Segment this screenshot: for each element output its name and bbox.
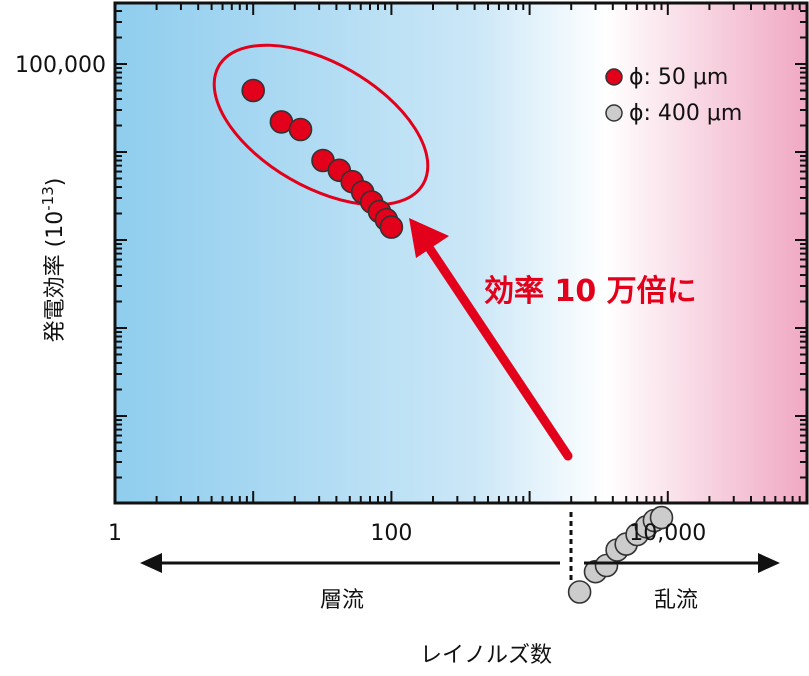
legend: ϕ: 50 μm ϕ: 400 μm	[605, 65, 742, 126]
point-50um	[241, 78, 265, 103]
legend-marker-400um	[605, 104, 623, 122]
plot-background	[115, 3, 807, 503]
legend-label-50um: ϕ: 50 μm	[629, 65, 728, 90]
highlight-ellipse	[212, 43, 430, 207]
point-400um	[649, 505, 674, 530]
series-50um	[241, 78, 404, 239]
y-axis-title: 発電効率 (10-13)	[39, 178, 68, 343]
turbulent-label: 乱流	[654, 588, 698, 613]
x-tick-label: 100	[370, 521, 412, 546]
legend-label-400um: ϕ: 400 μm	[629, 101, 742, 126]
x-tick-label: 1	[108, 521, 122, 546]
laminar-arrow	[140, 553, 560, 573]
series-400um	[567, 505, 674, 604]
turbulent-arrow	[584, 553, 780, 573]
x-axis-title: レイノルズ数	[420, 643, 552, 668]
legend-marker-50um	[605, 68, 623, 86]
x-tick-label: 10,000	[629, 521, 706, 546]
data-points	[241, 78, 674, 604]
point-400um	[567, 580, 592, 604]
laminar-label: 層流	[320, 588, 364, 613]
point-50um	[379, 215, 404, 239]
point-50um	[288, 117, 313, 142]
improvement-callout: 効率 10 万倍に	[484, 274, 697, 309]
y-tick-label: 100,000	[15, 53, 106, 78]
plot-frame	[113, 1, 809, 505]
improvement-arrow	[409, 218, 573, 461]
